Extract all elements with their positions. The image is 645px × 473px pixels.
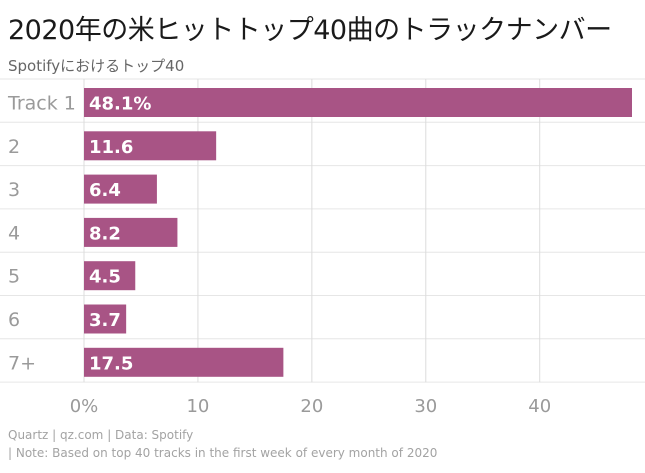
- category-label: 2: [8, 136, 20, 158]
- x-tick-label: 40: [528, 396, 551, 417]
- data-label: 17.5: [89, 353, 133, 374]
- category-label: 7+: [8, 352, 36, 374]
- bar: [84, 174, 157, 204]
- category-label: 4: [8, 222, 20, 244]
- chart-title: 2020年の米ヒットトップ40曲のトラックナンバー: [8, 15, 612, 46]
- bar: [84, 261, 136, 291]
- category-label: 5: [8, 266, 20, 288]
- data-label: 4.5: [89, 267, 121, 288]
- data-label: 11.6: [89, 137, 133, 158]
- x-tick-label: 10: [186, 396, 209, 417]
- footer-source: Quartz | qz.com | Data: Spotify: [8, 428, 194, 442]
- chart-subtitle: Spotifyにおけるトップ40: [8, 57, 185, 75]
- category-label: 6: [8, 309, 20, 331]
- data-label: 6.4: [89, 180, 121, 201]
- data-label: 48.1%: [89, 94, 151, 115]
- bar: [84, 347, 284, 377]
- bar: [84, 88, 632, 117]
- bar: [84, 217, 178, 247]
- category-label: Track 1: [7, 93, 76, 115]
- x-tick-label: 20: [300, 396, 323, 417]
- category-label: 3: [8, 179, 20, 201]
- data-label: 3.7: [89, 310, 121, 331]
- bar: [84, 131, 217, 161]
- data-label: 8.2: [89, 223, 121, 244]
- x-tick-label: 0%: [70, 396, 99, 417]
- x-tick-label: 30: [414, 396, 437, 417]
- bar: [84, 304, 127, 334]
- bar-chart: 0% 10 20 30 40 Track 1 48.1% 2 11.6 3 6.4 4 8.2 5 4.5 6…: [0, 78, 645, 417]
- footer-note: | Note: Based on top 40 tracks in the fi…: [8, 446, 438, 460]
